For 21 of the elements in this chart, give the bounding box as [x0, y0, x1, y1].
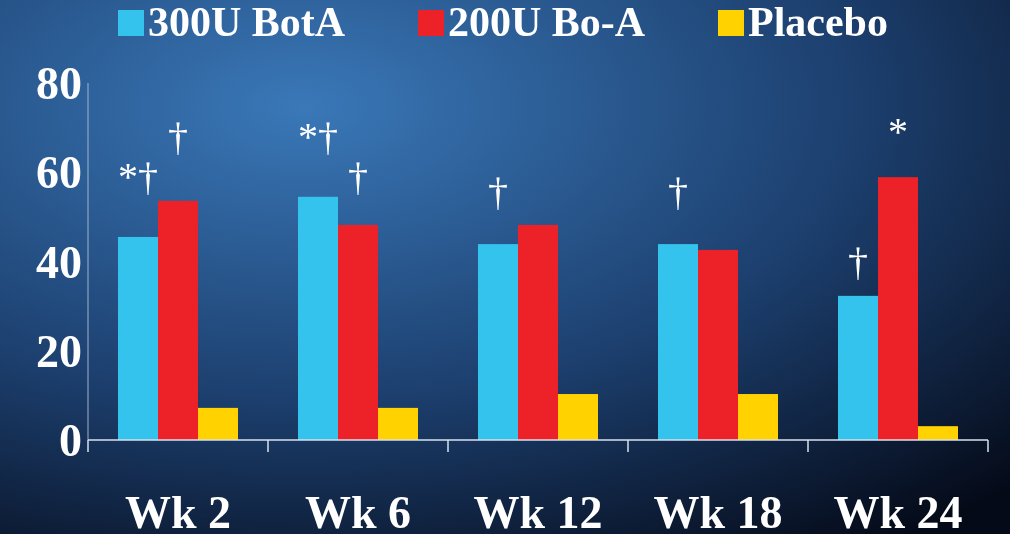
y-tick-label: 20: [36, 325, 82, 377]
x-tick-label: Wk 6: [304, 487, 412, 534]
annotation: †: [168, 114, 188, 159]
annotation: *†: [118, 154, 158, 199]
x-tick-label: Wk 12: [473, 487, 603, 534]
legend-label: 300U BotA: [148, 0, 346, 45]
y-tick-label: 80: [36, 58, 82, 110]
y-tick-label: 60: [36, 147, 82, 199]
annotation: †: [848, 239, 868, 284]
x-tick-label: Wk 18: [653, 487, 783, 534]
annotation: *†: [298, 114, 338, 159]
annotation: †: [348, 154, 368, 199]
y-tick-label: 40: [36, 236, 82, 288]
x-tick-label: Wk 2: [124, 487, 232, 534]
annotation: *: [888, 109, 908, 154]
legend-label: Placebo: [748, 0, 888, 45]
annotation: †: [668, 169, 688, 214]
annotation: †: [488, 169, 508, 214]
x-tick-label: Wk 24: [833, 487, 963, 534]
legend-label: 200U Bo-A: [448, 0, 646, 45]
y-tick-label: 0: [59, 415, 82, 467]
